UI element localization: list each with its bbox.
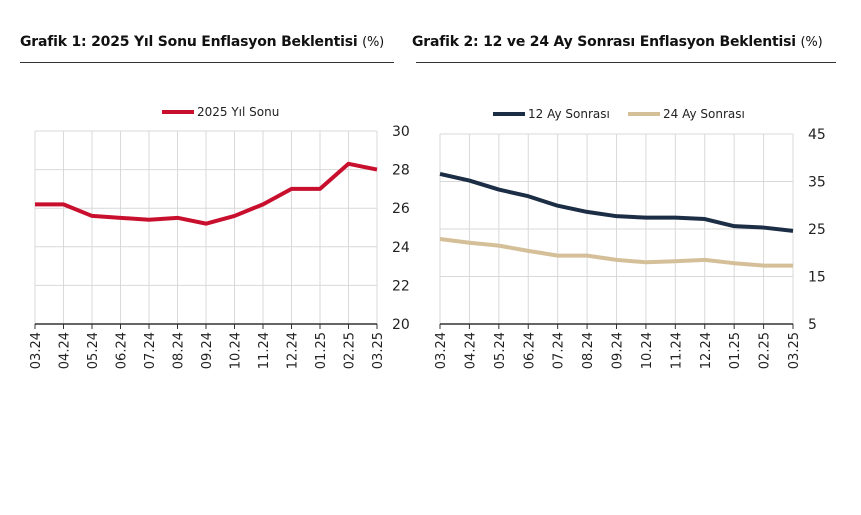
x-tick-label: 03.24	[29, 332, 44, 369]
y-tick-label: 25	[808, 222, 826, 238]
chart1: 03.24 04.24 05.24 06.24 07.24 08.24 09.24 10.24…	[29, 105, 410, 369]
chart1-unit: (%)	[362, 35, 385, 50]
series-line-24-ay-sonrası	[439, 236, 793, 268]
x-tick-label: 03.25	[371, 332, 386, 369]
x-tick-label: 04.24	[58, 332, 73, 369]
x-tick-label: 08.24	[172, 332, 187, 369]
x-tick-label: 10.24	[640, 332, 655, 369]
y-tick-label: 30	[392, 124, 410, 140]
chart2: 03.24 04.24 05.24 06.24 07.24 08.24 09.24 10.24…	[434, 107, 826, 369]
x-tick-label: 06.24	[522, 332, 537, 369]
chart1-title-rule	[20, 62, 394, 63]
x-tick-label: 02.25	[343, 332, 358, 369]
y-tick-label: 45	[808, 127, 826, 143]
y-tick-label: 35	[808, 175, 826, 191]
x-tick-label: 11.24	[257, 332, 272, 369]
chart2-title-text: Grafik 2: 12 ve 24 Ay Sonrası Enflasyon …	[412, 34, 796, 50]
x-tick-label: 05.24	[493, 332, 508, 369]
x-tick-label: 02.25	[758, 332, 773, 369]
x-tick-label: 08.24	[581, 332, 596, 369]
legend-label: 2025 Yıl Sonu	[197, 105, 279, 119]
x-tick-label: 07.24	[143, 332, 158, 369]
x-tick-label: 03.24	[434, 332, 449, 369]
x-tick-label: 10.24	[229, 332, 244, 369]
x-tick-label: 09.24	[200, 332, 215, 369]
x-tick-label: 07.24	[552, 332, 567, 369]
x-tick-label: 06.24	[115, 332, 130, 369]
y-tick-label: 26	[392, 201, 410, 217]
x-tick-label: 01.25	[314, 332, 329, 369]
x-tick-label: 01.25	[728, 332, 743, 369]
x-tick-label: 09.24	[611, 332, 626, 369]
chart1-title-text: Grafik 1: 2025 Yıl Sonu Enflasyon Beklen…	[20, 34, 358, 50]
y-tick-label: 15	[808, 270, 826, 286]
x-tick-label: 04.24	[463, 332, 478, 369]
chart2-unit: (%)	[800, 35, 823, 50]
y-tick-label: 20	[392, 317, 410, 333]
x-tick-label: 05.24	[86, 332, 101, 369]
x-tick-label: 11.24	[669, 332, 684, 369]
x-tick-label: 12.24	[699, 332, 714, 369]
x-tick-label: 03.25	[787, 332, 802, 369]
x-tick-label: 12.24	[286, 332, 301, 369]
chart1-title: Grafik 1: 2025 Yıl Sonu Enflasyon Beklen…	[20, 34, 384, 50]
legend-label: 24 Ay Sonrası	[663, 107, 745, 121]
chart2-title: Grafik 2: 12 ve 24 Ay Sonrası Enflasyon …	[412, 34, 823, 50]
series-line-2025-yıl-sonu	[35, 161, 378, 226]
y-tick-label: 22	[392, 278, 410, 294]
y-tick-label: 5	[808, 317, 817, 333]
chart2-title-rule	[416, 62, 836, 63]
y-tick-label: 28	[392, 163, 410, 179]
y-tick-label: 24	[392, 240, 410, 256]
legend-label: 12 Ay Sonrası	[528, 107, 610, 121]
series-line-12-ay-sonrası	[439, 171, 794, 233]
